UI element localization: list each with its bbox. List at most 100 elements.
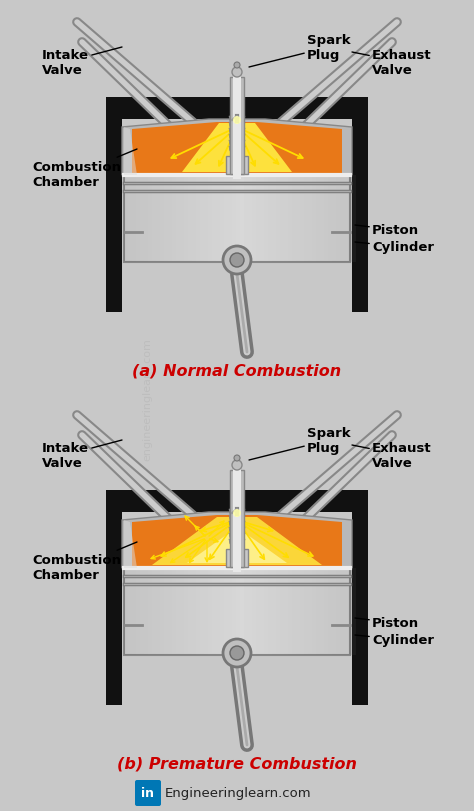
Polygon shape	[140, 176, 144, 263]
Text: (a) Normal Combustion: (a) Normal Combustion	[132, 363, 342, 378]
Polygon shape	[229, 129, 245, 134]
Polygon shape	[344, 176, 348, 263]
Polygon shape	[352, 120, 368, 312]
Polygon shape	[229, 539, 245, 544]
Polygon shape	[229, 141, 245, 146]
Polygon shape	[316, 176, 320, 263]
Polygon shape	[308, 176, 312, 263]
Polygon shape	[106, 491, 368, 513]
Circle shape	[234, 63, 240, 69]
Polygon shape	[308, 569, 312, 655]
Polygon shape	[172, 176, 176, 263]
Polygon shape	[176, 569, 180, 655]
Polygon shape	[300, 569, 304, 655]
Polygon shape	[168, 176, 172, 263]
Polygon shape	[136, 569, 140, 655]
Polygon shape	[124, 128, 137, 176]
Polygon shape	[132, 569, 136, 655]
Polygon shape	[229, 147, 245, 152]
Polygon shape	[284, 176, 288, 263]
Polygon shape	[332, 176, 336, 263]
Circle shape	[223, 639, 251, 667]
Text: Spark
Plug: Spark Plug	[249, 427, 351, 461]
Polygon shape	[344, 569, 348, 655]
Polygon shape	[192, 569, 196, 655]
Polygon shape	[192, 176, 196, 263]
Polygon shape	[124, 521, 137, 569]
Polygon shape	[172, 569, 176, 655]
Polygon shape	[320, 176, 324, 263]
Polygon shape	[164, 176, 168, 263]
Polygon shape	[124, 569, 350, 655]
Polygon shape	[352, 176, 356, 263]
Circle shape	[232, 68, 242, 78]
Text: Exhaust
Valve: Exhaust Valve	[352, 49, 432, 77]
Polygon shape	[152, 176, 156, 263]
Text: in: in	[142, 787, 155, 800]
Polygon shape	[160, 176, 164, 263]
Polygon shape	[122, 120, 352, 176]
Text: Intake
Valve: Intake Valve	[42, 440, 122, 470]
Polygon shape	[152, 517, 322, 565]
Polygon shape	[230, 78, 244, 175]
Polygon shape	[156, 176, 160, 263]
Polygon shape	[144, 176, 148, 263]
Polygon shape	[233, 466, 241, 573]
Polygon shape	[124, 569, 128, 655]
Polygon shape	[288, 569, 292, 655]
Circle shape	[230, 646, 244, 660]
Text: Piston: Piston	[355, 224, 419, 237]
Polygon shape	[168, 569, 172, 655]
Polygon shape	[132, 176, 136, 263]
Polygon shape	[128, 569, 132, 655]
Polygon shape	[176, 176, 180, 263]
Text: Combustion
Chamber: Combustion Chamber	[32, 150, 137, 189]
Polygon shape	[288, 176, 292, 263]
Polygon shape	[148, 569, 152, 655]
Text: Spark
Plug: Spark Plug	[249, 34, 351, 68]
Polygon shape	[156, 569, 160, 655]
Text: Cylinder: Cylinder	[355, 633, 434, 646]
Polygon shape	[296, 569, 300, 655]
Text: engineeringlearn.com: engineeringlearn.com	[142, 338, 152, 461]
Polygon shape	[296, 176, 300, 263]
Polygon shape	[328, 176, 332, 263]
Polygon shape	[200, 569, 204, 655]
Polygon shape	[336, 176, 340, 263]
Text: (b) Premature Combustion: (b) Premature Combustion	[117, 756, 357, 770]
Polygon shape	[320, 569, 324, 655]
Polygon shape	[230, 470, 244, 568]
Polygon shape	[184, 569, 188, 655]
Polygon shape	[316, 569, 320, 655]
Polygon shape	[106, 98, 368, 120]
Polygon shape	[352, 513, 368, 705]
Polygon shape	[229, 534, 245, 539]
Polygon shape	[229, 117, 245, 122]
Polygon shape	[124, 176, 350, 263]
Polygon shape	[229, 509, 245, 514]
Polygon shape	[106, 513, 122, 705]
Polygon shape	[188, 176, 192, 263]
Polygon shape	[106, 120, 122, 312]
Polygon shape	[229, 521, 245, 526]
Polygon shape	[152, 569, 156, 655]
Polygon shape	[340, 569, 344, 655]
Polygon shape	[184, 176, 188, 263]
Polygon shape	[292, 176, 296, 263]
Polygon shape	[332, 569, 336, 655]
Circle shape	[232, 461, 242, 470]
Circle shape	[233, 509, 241, 517]
Polygon shape	[164, 569, 168, 655]
Polygon shape	[160, 569, 164, 655]
Text: Intake
Valve: Intake Valve	[42, 48, 122, 77]
Polygon shape	[124, 176, 128, 263]
Polygon shape	[280, 176, 284, 263]
Polygon shape	[196, 569, 200, 655]
Circle shape	[223, 247, 251, 275]
Polygon shape	[226, 157, 248, 175]
Text: Exhaust
Valve: Exhaust Valve	[352, 441, 432, 470]
Polygon shape	[304, 176, 308, 263]
Polygon shape	[312, 569, 316, 655]
Polygon shape	[122, 513, 352, 569]
Polygon shape	[180, 569, 184, 655]
